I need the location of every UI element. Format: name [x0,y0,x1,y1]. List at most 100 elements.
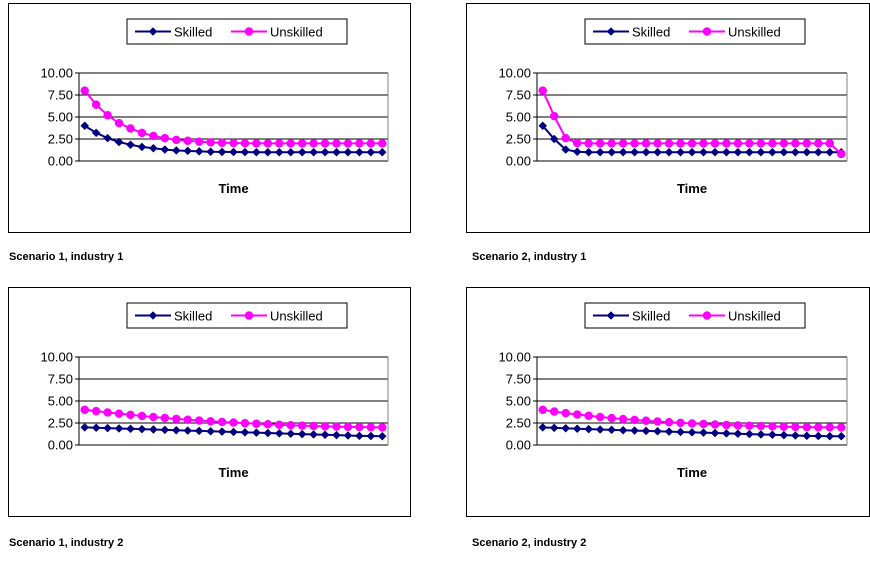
data-point-unskilled [630,139,639,148]
data-point-unskilled [699,419,708,429]
data-point-unskilled [653,139,662,148]
data-point-unskilled [538,86,547,95]
data-point-skilled [274,147,284,157]
data-point-skilled [171,146,181,155]
data-point-unskilled [687,419,697,428]
x-axis-label: Time [677,181,707,196]
data-point-unskilled [676,139,685,148]
data-point-unskilled [607,413,616,423]
data-point-unskilled [378,139,387,148]
data-point-unskilled [768,422,777,431]
series-skilled [538,423,846,441]
data-point-unskilled [160,413,170,423]
legend-label-skilled: Skilled [174,309,212,324]
data-point-skilled [183,146,193,156]
data-point-unskilled [366,139,376,148]
data-point-unskilled [664,139,674,148]
data-point-unskilled [641,139,651,148]
data-point-skilled [229,427,238,437]
data-point-unskilled [618,414,628,424]
data-point-unskilled [366,422,376,432]
data-point-unskilled [309,139,318,148]
data-point-skilled [836,431,846,441]
data-point-unskilled [837,423,846,432]
data-point-skilled [813,431,823,441]
data-point-skilled [309,147,318,157]
data-point-unskilled [814,139,823,148]
data-point-unskilled [595,139,605,148]
data-point-skilled [561,423,571,433]
data-point-unskilled [745,139,754,148]
data-point-skilled [103,133,112,143]
legend-label-skilled: Skilled [174,25,212,40]
data-point-unskilled [275,139,284,148]
chart-svg-2: 10.00 7.50 5.00 2.50 0.00 Time Skilled Unskille… [498,18,848,196]
data-point-skilled [549,134,559,144]
chart-panel-3: 10.00 7.50 5.00 2.50 0.00 Time Skilled Unskille… [8,287,411,517]
data-point-skilled [194,146,204,156]
data-point-skilled [687,427,697,437]
chart-caption-1: Scenario 1, industry 1 [9,251,124,263]
data-point-unskilled [183,415,192,424]
data-point-skilled [274,429,284,438]
y-tick-label: 5.00 [506,394,531,409]
y-tick-label: 7.50 [48,88,73,103]
y-tick-label: 5.00 [48,394,73,409]
data-point-unskilled [126,124,135,133]
data-point-unskilled [183,136,192,146]
data-point-skilled [595,425,605,434]
data-point-unskilled [572,410,582,419]
data-point-unskilled [252,419,261,428]
data-point-skilled [366,147,376,157]
data-point-unskilled [91,100,101,109]
data-point-unskilled [561,133,570,143]
data-point-skilled [171,425,181,435]
data-point-skilled [802,431,812,441]
data-point-unskilled [355,422,364,432]
data-point-skilled [286,147,296,157]
data-point-unskilled [653,417,662,426]
data-point-unskilled [275,420,284,430]
data-point-skilled [160,425,170,435]
data-point-unskilled [814,423,823,432]
data-point-unskilled [137,128,147,138]
data-point-skilled [607,147,616,157]
series-unskilled [538,405,846,432]
data-point-unskilled [217,417,227,427]
data-point-unskilled [297,421,307,430]
data-point-unskilled [584,139,593,148]
legend-marker-skilled [606,311,616,320]
data-point-skilled [768,147,777,157]
data-point-unskilled [80,405,89,415]
data-point-unskilled [584,411,593,421]
data-point-unskilled [343,422,353,432]
data-point-skilled [733,429,743,439]
y-tick-label: 2.50 [48,132,73,147]
data-point-unskilled [206,138,215,147]
data-point-skilled [710,147,720,157]
y-tick-label: 7.50 [506,88,531,103]
data-point-skilled [263,428,273,438]
data-point-unskilled [687,139,697,148]
data-point-unskilled [733,139,743,148]
data-point-unskilled [595,412,605,422]
data-point-skilled [297,429,307,439]
data-point-skilled [768,430,777,440]
chart-svg-3: 10.00 7.50 5.00 2.50 0.00 Time Skilled Unskille… [40,302,389,480]
data-point-skilled [297,147,307,157]
data-point-unskilled [722,139,731,148]
data-point-skilled [206,147,215,157]
data-point-unskilled [549,407,559,416]
data-point-unskilled [378,423,387,432]
data-point-unskilled [791,422,800,432]
y-tick-label: 0.00 [506,438,531,453]
data-point-unskilled [538,405,547,415]
data-point-skilled [183,426,193,435]
data-point-skilled [206,426,215,436]
data-point-unskilled [137,411,147,421]
data-point-skilled [332,430,341,440]
series-unskilled [538,86,846,159]
data-point-skilled [538,423,548,432]
legend: Skilled Unskilled [126,18,348,45]
data-point-unskilled [710,420,720,429]
